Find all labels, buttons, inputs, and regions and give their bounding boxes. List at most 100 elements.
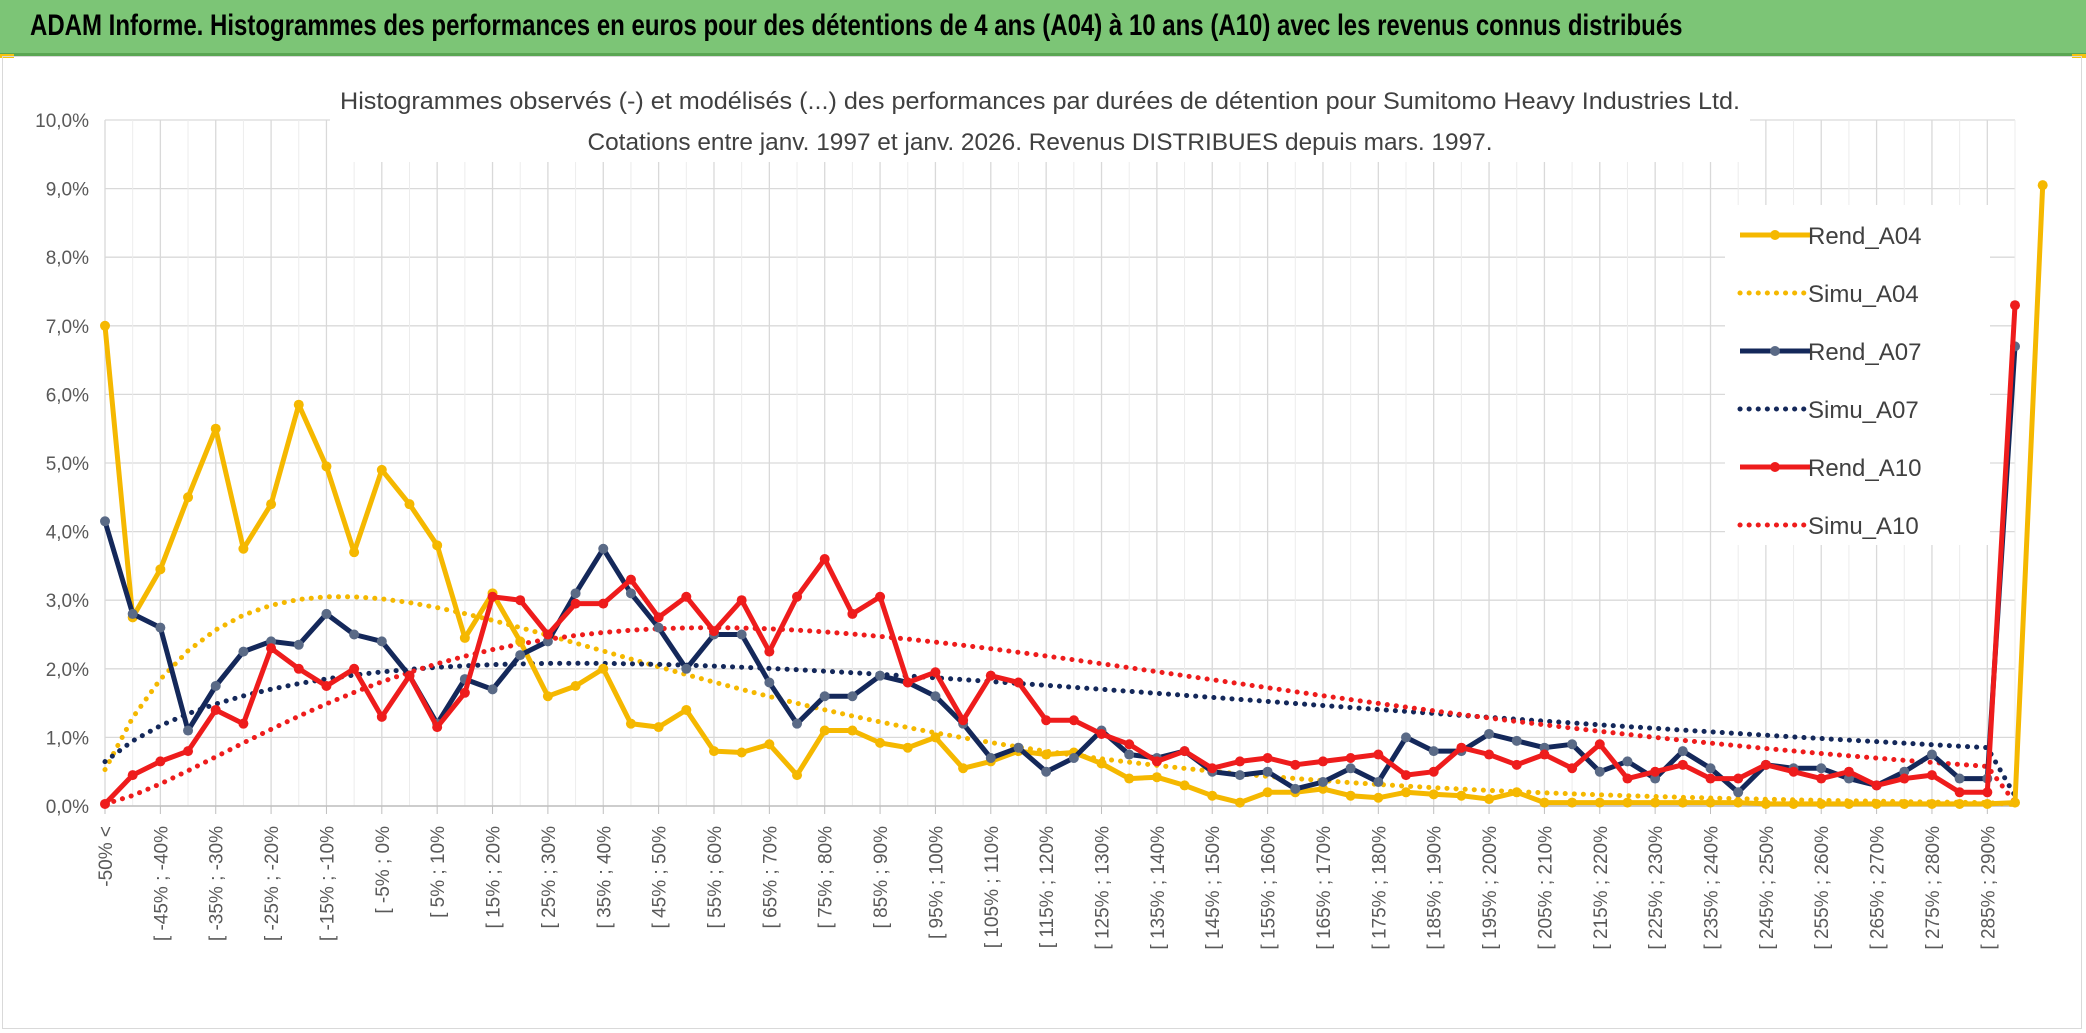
series-rend-a04-point — [598, 663, 609, 674]
series-rend-a04-point — [293, 399, 304, 410]
y-tick-label: 6,0% — [46, 385, 89, 406]
series-rend-a04-point — [266, 499, 277, 510]
series-rend-a04-point — [1179, 780, 1190, 791]
x-tick-label: [ -15% ; -10% — [317, 826, 338, 941]
series-rend-a10-point — [985, 670, 996, 681]
series-rend-a04-point — [681, 704, 692, 715]
series-rend-a10-point — [100, 798, 110, 809]
series-rend-a10-point — [238, 718, 249, 729]
series-rend-a04-point — [1456, 790, 1467, 801]
series-rend-a07-point — [1926, 749, 1937, 760]
series-rend-a10-point — [349, 663, 360, 674]
series-rend-a07-point — [930, 691, 941, 702]
series-rend-a04-point — [1428, 789, 1439, 800]
series-rend-a07-point — [127, 608, 138, 619]
series-rend-a04-point — [792, 770, 803, 781]
series-rend-a10-point — [625, 574, 636, 585]
series-rend-a10-point — [902, 677, 913, 688]
series-rend-a07-point — [1650, 773, 1661, 784]
series-rend-a07-point — [349, 629, 360, 640]
series-rend-a07-point — [155, 622, 166, 633]
legend-marker-rend-a04 — [1770, 230, 1780, 240]
series-rend-a10-point — [875, 591, 886, 602]
series-rend-a10-point — [1982, 787, 1993, 798]
series-rend-a07-point — [515, 650, 526, 661]
series-rend-a07-point — [238, 646, 249, 657]
legend-label-rend-a04: Rend_A04 — [1808, 223, 1921, 250]
series-rend-a07-point — [1373, 776, 1384, 787]
x-tick-label: [ 165% ; 170% — [1314, 826, 1335, 950]
series-rend-a04-point — [1926, 798, 1937, 809]
series-rend-a10-point — [764, 646, 775, 657]
series-rend-a04-point — [349, 547, 360, 558]
series-rend-a10-point — [1954, 787, 1965, 798]
series-rend-a07-point — [764, 677, 775, 688]
series-rend-a10-point — [792, 591, 803, 602]
legend-label-simu-a04: Simu_A04 — [1808, 281, 1919, 308]
x-tick-label: [ 125% ; 130% — [1093, 826, 1114, 950]
x-tick-label: [ 175% ; 180% — [1369, 826, 1390, 950]
series-rend-a04-point — [1151, 772, 1162, 783]
series-rend-a04-point — [542, 691, 553, 702]
series-rend-a07-point — [1428, 746, 1439, 757]
x-tick-label: [ 85% ; 90% — [871, 826, 892, 929]
series-rend-a10-point — [681, 591, 692, 602]
series-rend-a04-point — [100, 320, 110, 331]
series-rend-a07-point — [819, 691, 830, 702]
series-rend-a07-point — [681, 663, 692, 674]
series-rend-a04-point — [1594, 797, 1605, 808]
series-rend-a04-point — [625, 718, 636, 729]
x-tick-label: [ 275% ; 280% — [1923, 826, 1944, 950]
x-tick-label: [ 255% ; 260% — [1812, 826, 1833, 950]
series-rend-a10-point — [1871, 780, 1882, 791]
series-rend-a04-point — [1816, 798, 1827, 809]
x-tick-label: [ 95% ; 100% — [926, 826, 947, 939]
series-rend-a07-point — [1705, 763, 1716, 774]
x-tick-label: [ -45% ; -40% — [151, 826, 172, 941]
series-rend-a10-point — [266, 643, 277, 654]
x-tick-label: [ 45% ; 50% — [650, 826, 671, 929]
x-tick-label: [ -5% ; 0% — [373, 826, 394, 914]
series-rend-a07-point — [1733, 787, 1744, 798]
series-rend-a07-point — [847, 691, 858, 702]
series-rend-a04-point — [902, 742, 913, 753]
series-rend-a04-point — [1401, 787, 1412, 798]
series-rend-a07-point — [1843, 773, 1854, 784]
series-rend-a04-point — [404, 499, 415, 510]
series-rend-a04-point — [1317, 783, 1328, 794]
series-rend-a10-point — [1401, 770, 1412, 781]
series-rend-a10-point — [819, 554, 830, 565]
series-rend-a10-point — [1151, 756, 1162, 767]
report-title: ADAM Informe. Histogrammes des performan… — [30, 9, 1683, 42]
series-rend-a04-point — [1041, 749, 1052, 760]
series-rend-a10-point — [321, 680, 332, 691]
series-rend-a07-point — [1622, 756, 1633, 767]
series-rend-a07-point — [376, 636, 387, 647]
series-rend-a04-point — [1345, 790, 1356, 801]
series-rend-a10-point — [1511, 759, 1522, 770]
chart-axes: 0,0% 1,0% 2,0% 3,0% 4,0% 5,0% 6,0% 7,0% 8,0% 9,0%… — [35, 111, 2015, 950]
series-rend-a10-point — [1816, 773, 1827, 784]
series-rend-a10-point — [487, 591, 498, 602]
series-rend-a07-point — [1401, 732, 1412, 743]
x-tick-label: [ 235% ; 240% — [1702, 826, 1723, 950]
legend-label-simu-a10: Simu_A10 — [1808, 513, 1919, 540]
x-tick-label: [ 115% ; 120% — [1037, 826, 1058, 948]
series-rend-a10-point — [1373, 749, 1384, 760]
series-rend-a04-point — [764, 739, 775, 750]
chart-legend: Rend_A04 Simu_A04 Rend_A07 Simu_A07 Rend_A10… — [1725, 205, 1990, 545]
series-rend-a10-point — [1345, 752, 1356, 763]
series-rend-a04-point — [1705, 797, 1716, 808]
series-rend-a07-point — [487, 684, 498, 695]
y-tick-label: 8,0% — [46, 248, 89, 269]
series-rend-a07-point — [875, 670, 886, 681]
series-rend-a10-point — [736, 595, 747, 606]
series-rend-a10-point — [1899, 773, 1910, 784]
series-rend-a10-point — [432, 722, 443, 733]
series-rend-a07-point — [1013, 742, 1024, 753]
series-rend-a07-point — [1068, 752, 1079, 763]
series-rend-a10-point — [1041, 715, 1052, 726]
series-rend-a04-point — [1096, 758, 1107, 769]
y-tick-label: 9,0% — [46, 180, 89, 201]
x-tick-label: [ 55% ; 60% — [705, 826, 726, 929]
